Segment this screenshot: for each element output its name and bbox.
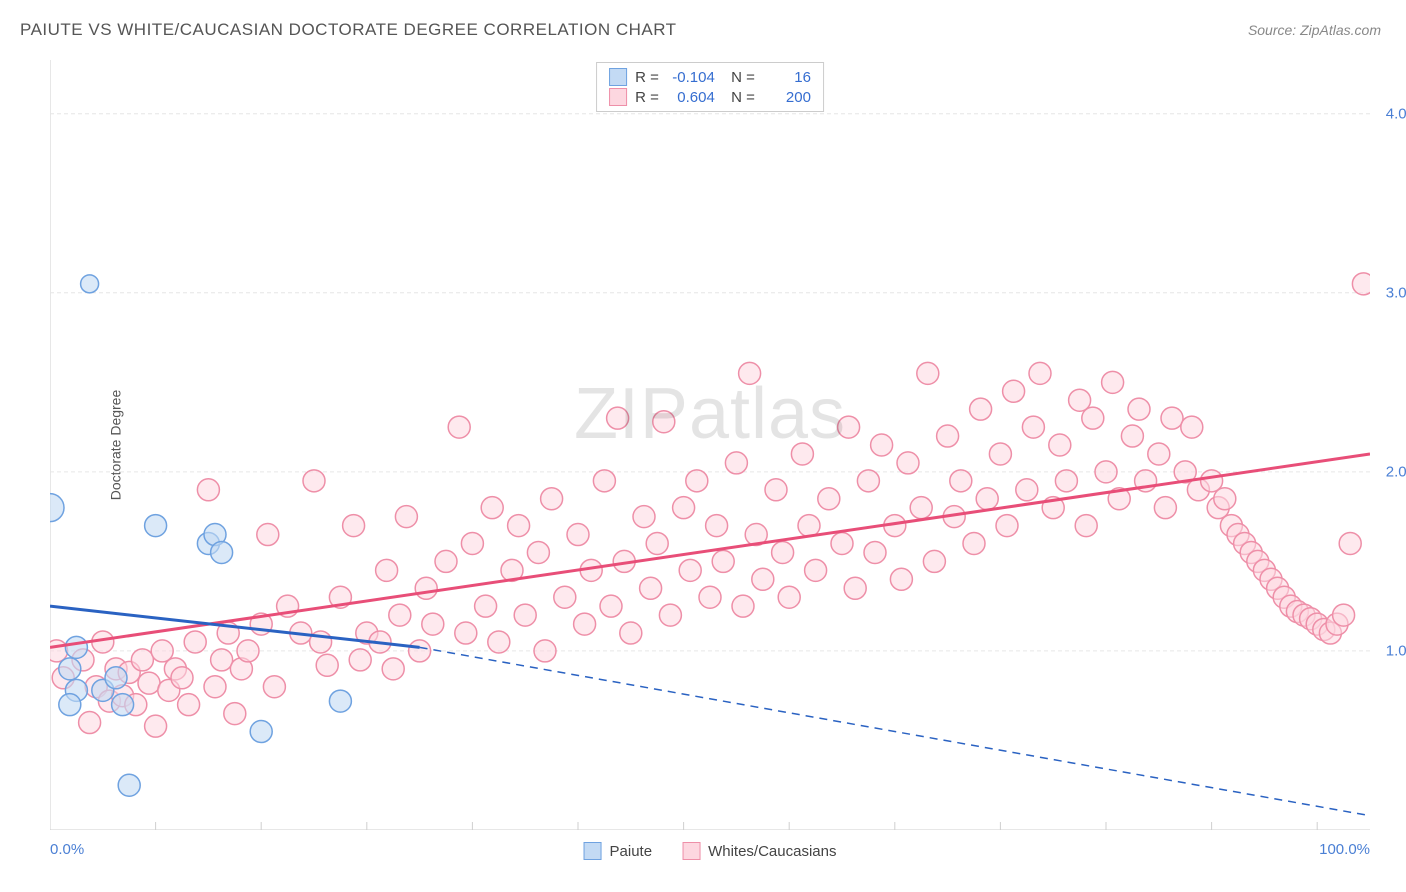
swatch-white [609, 88, 627, 106]
legend-label-paiute: Paiute [610, 843, 653, 860]
x-tick-label: 0.0% [50, 841, 84, 858]
legend-item-paiute: Paiute [584, 842, 653, 860]
swatch-paiute [609, 68, 627, 86]
x-tick-label: 100.0% [1319, 841, 1370, 858]
n-label: N = [723, 89, 755, 106]
r-label: R = [635, 69, 659, 86]
r-value-paiute: -0.104 [667, 69, 715, 86]
n-value-paiute: 16 [763, 69, 811, 86]
r-label: R = [635, 89, 659, 106]
n-value-white: 200 [763, 89, 811, 106]
source-label: Source: ZipAtlas.com [1248, 22, 1381, 38]
y-tick-label: 2.0% [1386, 463, 1406, 480]
legend-label-white: Whites/Caucasians [708, 843, 836, 860]
plot-svg [50, 60, 1370, 830]
n-label: N = [723, 69, 755, 86]
r-value-white: 0.604 [667, 89, 715, 106]
chart-area: Doctorate Degree ZIPatlas R = -0.104 N =… [50, 60, 1370, 830]
y-tick-label: 4.0% [1386, 105, 1406, 122]
swatch-white-bottom [682, 842, 700, 860]
swatch-paiute-bottom [584, 842, 602, 860]
bottom-legend: Paiute Whites/Caucasians [584, 842, 837, 860]
legend-item-white: Whites/Caucasians [682, 842, 836, 860]
y-tick-label: 1.0% [1386, 642, 1406, 659]
stats-row-paiute: R = -0.104 N = 16 [609, 67, 811, 87]
stats-legend-box: R = -0.104 N = 16 R = 0.604 N = 200 [596, 62, 824, 112]
stats-row-white: R = 0.604 N = 200 [609, 87, 811, 107]
y-tick-label: 3.0% [1386, 284, 1406, 301]
chart-title: PAIUTE VS WHITE/CAUCASIAN DOCTORATE DEGR… [20, 20, 677, 40]
